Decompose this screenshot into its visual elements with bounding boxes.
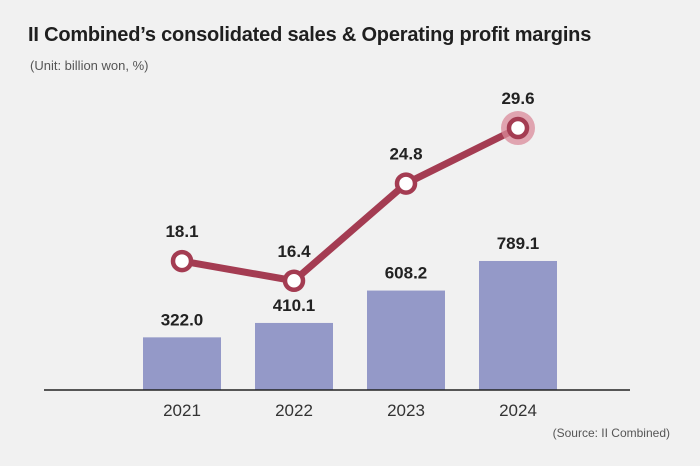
bar-value-labels: 322.0 410.1 608.2 789.1 xyxy=(161,234,540,329)
x-tick-2022: 2022 xyxy=(275,401,313,420)
bar-2022 xyxy=(255,322,333,390)
margin-marker-2021 xyxy=(170,249,194,273)
bar-label-2024: 789.1 xyxy=(497,234,540,253)
margin-marker-2023 xyxy=(394,172,418,195)
x-tick-2024: 2024 xyxy=(499,401,537,420)
x-tick-2021: 2021 xyxy=(163,401,201,420)
bars-group xyxy=(143,260,557,390)
margin-line xyxy=(178,124,522,285)
x-tick-2023: 2023 xyxy=(387,401,425,420)
unit-note: (Unit: billion won, %) xyxy=(30,58,149,73)
margin-value-labels: 18.1 16.4 24.8 29.6 xyxy=(165,89,534,261)
bar-2024 xyxy=(479,260,557,390)
margin-marker-2022 xyxy=(282,269,306,293)
margin-line-group xyxy=(170,111,535,293)
margin-marker-2024 xyxy=(506,116,530,140)
chart-title: II Combined’s consolidated sales & Opera… xyxy=(28,24,592,46)
x-tick-labels: 2021 2022 2023 2024 xyxy=(163,401,537,420)
bar-2023 xyxy=(367,290,445,390)
bar-label-2021: 322.0 xyxy=(161,310,204,329)
margin-label-2024: 29.6 xyxy=(501,89,534,108)
margin-label-2021: 18.1 xyxy=(165,222,198,241)
bar-label-2023: 608.2 xyxy=(385,264,428,283)
bar-label-2022: 410.1 xyxy=(273,296,316,315)
source-note: (Source: II Combined) xyxy=(552,426,670,440)
margin-label-2022: 16.4 xyxy=(277,242,311,261)
margin-label-2023: 24.8 xyxy=(389,145,422,164)
bar-2021 xyxy=(143,337,221,390)
